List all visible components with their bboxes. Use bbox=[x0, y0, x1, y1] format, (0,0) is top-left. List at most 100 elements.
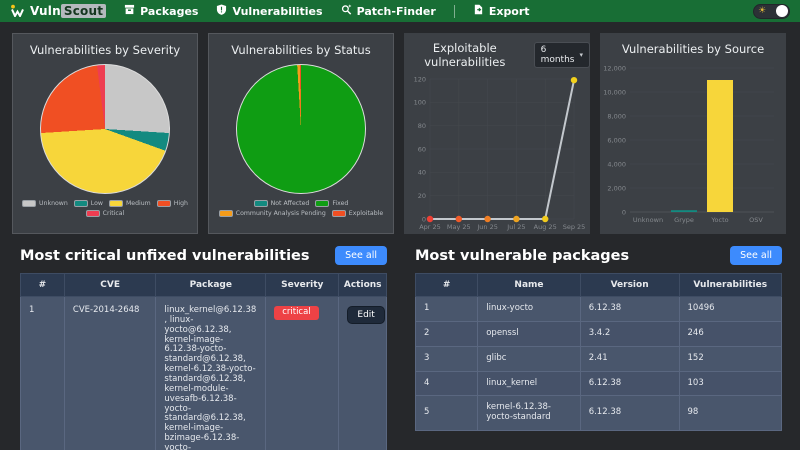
legend-item[interactable]: Critical bbox=[86, 210, 125, 217]
column-header: Package bbox=[156, 274, 266, 297]
brand[interactable]: VulnScout bbox=[10, 2, 106, 21]
cell-version: 6.12.38 bbox=[580, 396, 679, 431]
column-header: # bbox=[21, 274, 65, 297]
panel-exploitable-vulnerabilities: Exploitable vulnerabilities 6 months ▾ A… bbox=[404, 33, 590, 234]
table-row: 3glibc2.41152 bbox=[416, 346, 782, 371]
box-icon bbox=[124, 4, 135, 18]
table-row: 1CVE-2014-2648linux_kernel@6.12.38, linu… bbox=[21, 297, 387, 450]
column-header: Actions bbox=[339, 274, 387, 297]
nav-item-packages[interactable]: Packages bbox=[124, 4, 198, 18]
legend-item[interactable]: Not Affected bbox=[254, 200, 310, 207]
section-title: Most critical unfixed vulnerabilities bbox=[20, 248, 310, 264]
nav-item-label: Packages bbox=[140, 5, 198, 18]
edit-button[interactable]: Edit bbox=[347, 306, 384, 324]
legend-swatch bbox=[109, 200, 123, 207]
legend-swatch bbox=[219, 210, 233, 217]
svg-text:0: 0 bbox=[422, 215, 426, 223]
navbar: VulnScout Packages Vulnerabilities Patch… bbox=[0, 0, 800, 22]
svg-text:Jun 25: Jun 25 bbox=[476, 223, 498, 231]
legend-label: Low bbox=[91, 200, 103, 207]
svg-text:Grype: Grype bbox=[674, 216, 694, 224]
chart-title: Exploitable vulnerabilities bbox=[404, 41, 526, 69]
toggle-knob bbox=[776, 5, 788, 17]
svg-text:Apr 25: Apr 25 bbox=[419, 223, 441, 231]
legend-swatch bbox=[86, 210, 100, 217]
column-header: # bbox=[416, 274, 478, 297]
range-selector-value: 6 months bbox=[541, 45, 575, 65]
legend-item[interactable]: Exploitable bbox=[332, 210, 383, 217]
severity-badge: critical bbox=[274, 306, 318, 320]
svg-text:Yocto: Yocto bbox=[710, 216, 728, 224]
column-header: Name bbox=[478, 274, 580, 297]
cell-action: Edit bbox=[339, 297, 387, 450]
legend-item[interactable]: Fixed bbox=[315, 200, 348, 207]
sun-icon: ☀ bbox=[758, 7, 766, 16]
svg-text:8,000: 8,000 bbox=[607, 112, 626, 120]
see-all-button[interactable]: See all bbox=[335, 246, 387, 265]
nav-item-vulnerabilities[interactable]: Vulnerabilities bbox=[216, 4, 322, 18]
theme-toggle[interactable]: ☀ bbox=[753, 4, 790, 19]
svg-text:10,000: 10,000 bbox=[603, 88, 626, 96]
cell-vulns: 103 bbox=[679, 371, 782, 396]
nav-item-label: Export bbox=[489, 5, 530, 18]
cell-package: linux_kernel@6.12.38, linux-yocto@6.12.3… bbox=[156, 297, 266, 450]
svg-text:OSV: OSV bbox=[749, 216, 763, 224]
cell-version: 2.41 bbox=[580, 346, 679, 371]
legend-swatch bbox=[22, 200, 36, 207]
svg-text:2,000: 2,000 bbox=[607, 184, 626, 192]
severity-pie-chart bbox=[40, 64, 170, 194]
chart-title: Vulnerabilities by Severity bbox=[13, 43, 197, 57]
table-row: 4linux_kernel6.12.38103 bbox=[416, 371, 782, 396]
nav-item-patch-finder[interactable]: Patch-Finder bbox=[341, 4, 436, 18]
status-pie-chart bbox=[236, 64, 366, 194]
svg-text:120: 120 bbox=[414, 75, 426, 83]
legend-label: Community Analysis Pending bbox=[236, 210, 326, 217]
cell-version: 6.12.38 bbox=[580, 297, 679, 322]
critical-vulnerabilities-block: Most critical unfixed vulnerabilities Se… bbox=[10, 244, 387, 450]
legend-item[interactable]: Unknown bbox=[22, 200, 68, 207]
panel-vulnerabilities-by-status: Vulnerabilities by Status Not Affected Fi… bbox=[208, 33, 394, 234]
cell-num: 4 bbox=[416, 371, 478, 396]
column-header: Vulnerabilities bbox=[679, 274, 782, 297]
legend-label: Unknown bbox=[39, 200, 68, 207]
legend-label: Medium bbox=[126, 200, 151, 207]
legend-swatch bbox=[254, 200, 268, 207]
legend-swatch bbox=[157, 200, 171, 207]
nav-item-export[interactable]: Export bbox=[473, 4, 530, 18]
table-row: 2openssl3.4.2246 bbox=[416, 321, 782, 346]
brand-logo-icon bbox=[10, 2, 25, 21]
cell-vulns: 10496 bbox=[679, 297, 782, 322]
status-legend: Not Affected Fixed Community Analysis Pend… bbox=[209, 200, 393, 217]
legend-item[interactable]: Community Analysis Pending bbox=[219, 210, 326, 217]
cell-vulns: 152 bbox=[679, 346, 782, 371]
panel-vulnerabilities-by-severity: Vulnerabilities by Severity Unknown Low Me… bbox=[12, 33, 198, 234]
svg-text:40: 40 bbox=[418, 169, 426, 177]
chevron-down-icon: ▾ bbox=[579, 51, 583, 59]
see-all-button[interactable]: See all bbox=[730, 246, 782, 265]
vulnerable-packages-block: Most vulnerable packages See all #NameVe… bbox=[405, 244, 782, 450]
vulnerable-packages-table: #NameVersionVulnerabilities1linux-yocto6… bbox=[405, 273, 782, 431]
legend-label: Exploitable bbox=[349, 210, 383, 217]
svg-text:Sep 25: Sep 25 bbox=[563, 223, 586, 231]
cell-version: 6.12.38 bbox=[580, 371, 679, 396]
legend-item[interactable]: Medium bbox=[109, 200, 151, 207]
chart-title: Vulnerabilities by Status bbox=[209, 43, 393, 57]
svg-text:60: 60 bbox=[418, 145, 426, 153]
brand-text: VulnScout bbox=[30, 4, 106, 18]
range-selector-dropdown[interactable]: 6 months ▾ bbox=[534, 42, 590, 68]
nav-item-label: Patch-Finder bbox=[357, 5, 436, 18]
panel-vulnerabilities-by-source: Vulnerabilities by Source 02,0004,0006,0… bbox=[600, 33, 786, 234]
table-row: 5kernel-6.12.38-yocto-standard6.12.3898 bbox=[416, 396, 782, 431]
legend-item[interactable]: Low bbox=[74, 200, 103, 207]
section-title: Most vulnerable packages bbox=[415, 248, 629, 264]
exploitable-line-chart: Apr 25May 25Jun 25Jul 25Aug 25Sep 250204… bbox=[404, 71, 590, 241]
svg-text:80: 80 bbox=[418, 122, 426, 130]
cell-name: linux_kernel bbox=[478, 371, 580, 396]
legend-item[interactable]: High bbox=[157, 200, 188, 207]
cell-name: linux-yocto bbox=[478, 297, 580, 322]
table-row: 1linux-yocto6.12.3810496 bbox=[416, 297, 782, 322]
svg-text:6,000: 6,000 bbox=[607, 136, 626, 144]
svg-text:12,000: 12,000 bbox=[603, 64, 626, 72]
cell-num: 3 bbox=[416, 346, 478, 371]
svg-text:20: 20 bbox=[418, 192, 426, 200]
